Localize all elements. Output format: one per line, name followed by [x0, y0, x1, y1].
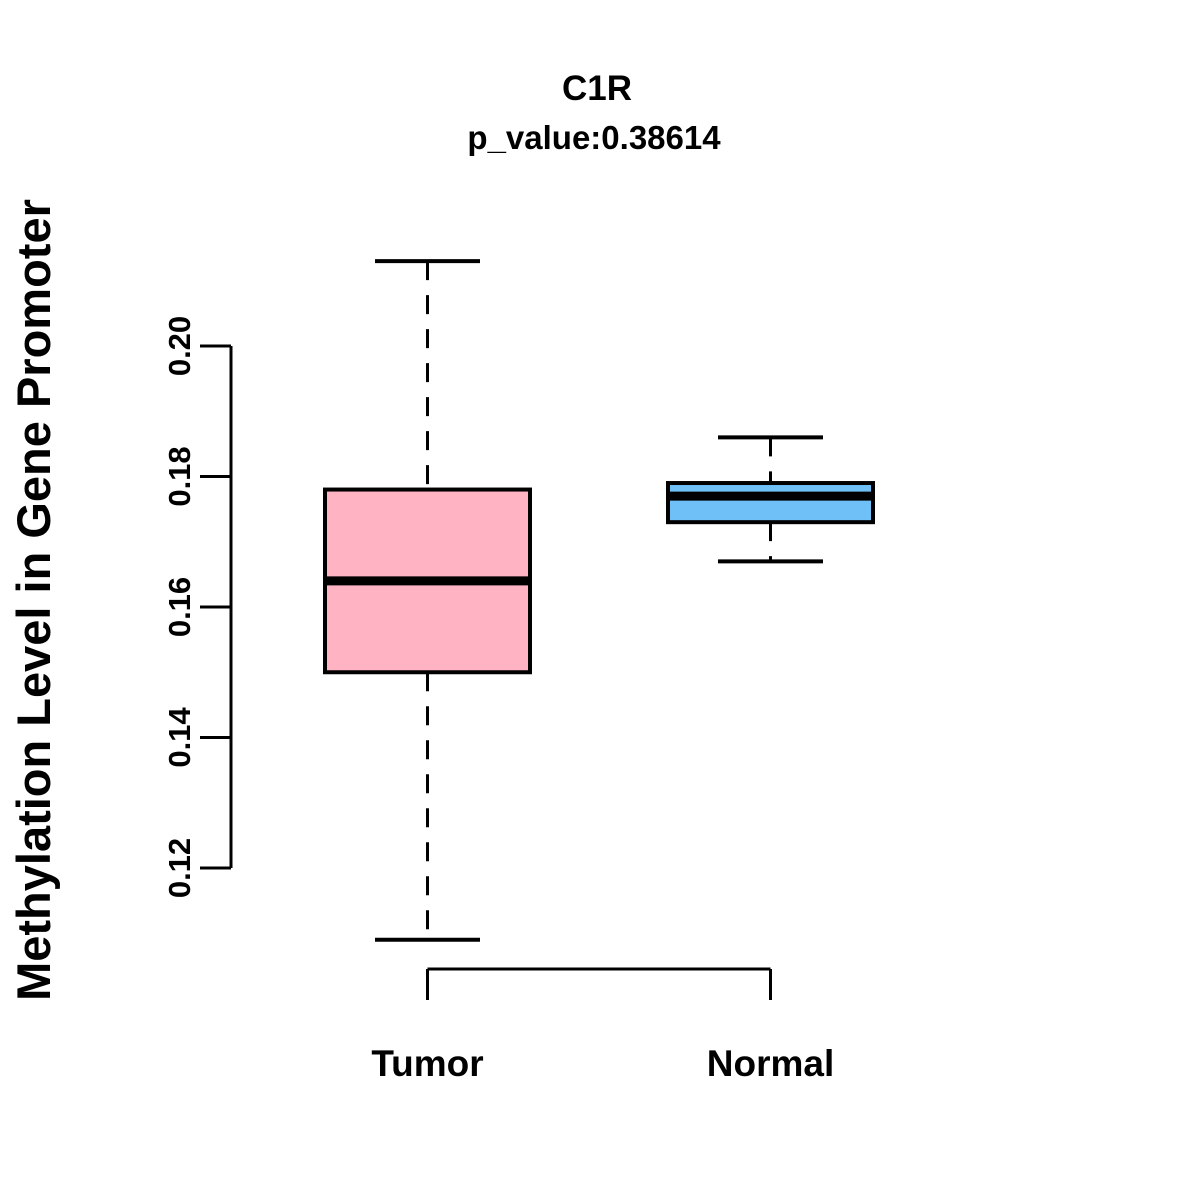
y-tick-label: 0.20: [162, 316, 197, 376]
y-tick-label: 0.14: [162, 707, 197, 768]
y-tick-label: 0.16: [162, 577, 197, 637]
iqr-box-normal: [666, 481, 875, 525]
y-tick-label: 0.12: [162, 838, 197, 898]
x-category-label-normal: Normal: [707, 1043, 834, 1084]
y-axis-label: Methylation Level in Gene Promoter: [7, 199, 60, 1001]
chart-subtitle-pvalue: p_value:0.38614: [467, 119, 721, 156]
plot-area: 0.12 0.14 0.16 0.18 0.20 Tumor Normal: [162, 259, 875, 1084]
x-category-label-tumor: Tumor: [371, 1043, 483, 1084]
y-tick-label: 0.18: [162, 446, 197, 506]
chart-title: C1R: [562, 69, 632, 108]
